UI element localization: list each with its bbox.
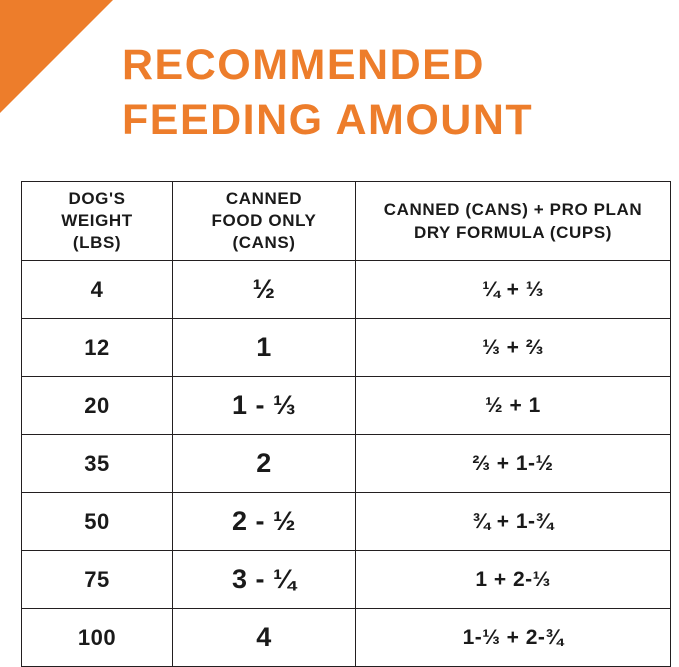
cell-canned-food-only: 1 <box>172 318 356 377</box>
feeding-amount-table: DOG'S WEIGHT (LBS) CANNED FOOD ONLY (CAN… <box>21 181 671 667</box>
page-title-line-1: RECOMMENDED <box>122 41 485 89</box>
cell-dogs-weight: 100 <box>21 608 173 667</box>
cell-canned-food-only: 3 - ¼ <box>172 550 356 609</box>
column-header-line: FOOD ONLY <box>211 211 317 230</box>
cell-dogs-weight: 50 <box>21 492 173 551</box>
column-header-line: CANNED <box>225 189 303 208</box>
column-header-canned-plus-dry: CANNED (CANS) + PRO PLAN DRY FORMULA (CU… <box>355 181 671 261</box>
column-header-line: (CANS) <box>232 233 296 252</box>
cell-canned-food-only: 4 <box>172 608 356 667</box>
cell-canned-food-only: 2 - ½ <box>172 492 356 551</box>
cell-canned-plus-dry: ⅓ + ⅔ <box>355 318 671 377</box>
column-header-line: DOG'S <box>68 189 126 208</box>
cell-dogs-weight: 20 <box>21 376 173 435</box>
table-row: 12 1 ⅓ + ⅔ <box>21 318 671 377</box>
cell-canned-food-only: 1 - ⅓ <box>172 376 356 435</box>
cell-canned-plus-dry: ⅔ + 1-½ <box>355 434 671 493</box>
column-header-line: CANNED (CANS) + PRO PLAN <box>383 200 643 219</box>
table-row: 35 2 ⅔ + 1-½ <box>21 434 671 493</box>
cell-canned-plus-dry: ¼ + ⅓ <box>355 260 671 319</box>
cell-canned-plus-dry: 1 + 2-⅓ <box>355 550 671 609</box>
cell-dogs-weight: 75 <box>21 550 173 609</box>
column-header-line: DRY FORMULA (CUPS) <box>413 223 613 242</box>
cell-dogs-weight: 35 <box>21 434 173 493</box>
column-header-canned-food-only: CANNED FOOD ONLY (CANS) <box>172 181 356 261</box>
cell-canned-plus-dry: ½ + 1 <box>355 376 671 435</box>
cell-dogs-weight: 4 <box>21 260 173 319</box>
column-header-dogs-weight: DOG'S WEIGHT (LBS) <box>21 181 173 261</box>
table-header-row: DOG'S WEIGHT (LBS) CANNED FOOD ONLY (CAN… <box>21 181 671 261</box>
cell-canned-food-only: ½ <box>172 260 356 319</box>
cell-canned-plus-dry: ¾ + 1-¾ <box>355 492 671 551</box>
page-title-line-2: FEEDING AMOUNT <box>122 96 534 144</box>
cell-canned-food-only: 2 <box>172 434 356 493</box>
corner-triangle-decoration <box>0 0 113 113</box>
table-row: 100 4 1-⅓ + 2-¾ <box>21 608 671 667</box>
column-header-line: (LBS) <box>72 233 122 252</box>
page-title: RECOMMENDED FEEDING AMOUNT <box>122 38 667 148</box>
cell-canned-plus-dry: 1-⅓ + 2-¾ <box>355 608 671 667</box>
column-header-line: WEIGHT <box>61 211 133 230</box>
cell-dogs-weight: 12 <box>21 318 173 377</box>
